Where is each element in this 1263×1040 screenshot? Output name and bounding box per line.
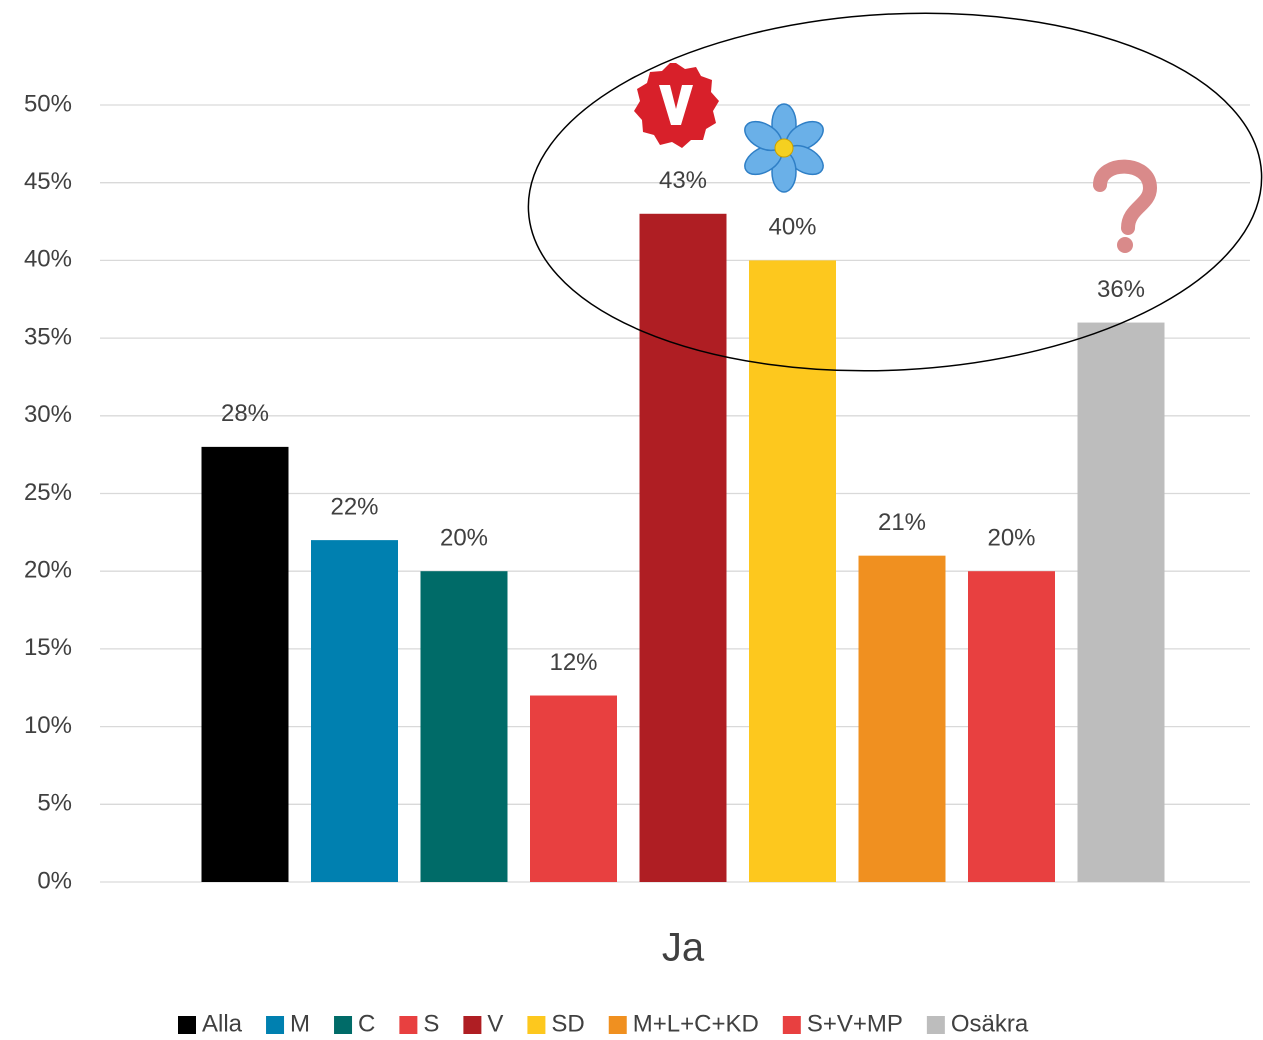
y-tick-label: 0% (37, 867, 72, 894)
legend-label: Alla (202, 1010, 243, 1037)
bar-layer: Ja 28% 22% 20% 12% 43% 40% 21% 20% 36% (201, 167, 1165, 970)
legend-label: M+L+C+KD (633, 1010, 759, 1037)
y-tick-label: 10% (24, 712, 72, 739)
legend-label: V (487, 1010, 503, 1037)
legend-swatch (608, 1016, 627, 1034)
legend-swatch (463, 1016, 482, 1034)
bar (1077, 322, 1165, 882)
legend-swatch (782, 1016, 801, 1034)
legend-swatch (266, 1016, 285, 1034)
y-tick-label: 25% (24, 479, 72, 506)
data-label: 21% (878, 509, 926, 536)
data-label: 12% (549, 649, 597, 676)
grid-layer: 0% 5% 10% 15% 20% 25% 30% 35% 40% 45% 50% (24, 90, 1250, 894)
bar (201, 446, 289, 882)
bar (420, 571, 508, 882)
y-tick-label: 20% (24, 557, 72, 584)
bar (858, 555, 946, 882)
y-tick-label: 40% (24, 246, 72, 273)
data-label: 22% (330, 493, 378, 520)
data-label: 43% (659, 167, 707, 194)
sd-flower (744, 103, 824, 193)
legend-label: Osäkra (951, 1010, 1029, 1037)
data-label: 20% (440, 525, 488, 552)
data-label: 40% (768, 214, 816, 241)
legend-label: S+V+MP (807, 1010, 903, 1037)
x-category-label: Ja (662, 926, 705, 970)
data-label: 20% (987, 525, 1035, 552)
y-tick-label: 15% (24, 634, 72, 661)
legend-swatch (178, 1016, 196, 1034)
v-logo (634, 63, 719, 148)
y-tick-label: 50% (24, 90, 72, 117)
legend-swatch (527, 1016, 546, 1034)
y-tick-label: 45% (24, 168, 72, 195)
legend-swatch (926, 1016, 945, 1034)
bar (311, 540, 398, 882)
legend-label: SD (551, 1010, 584, 1037)
highlight-ellipse (527, 12, 1263, 372)
legend-label: S (423, 1010, 439, 1037)
y-tick-label: 35% (24, 323, 72, 350)
question-mark (1093, 159, 1158, 253)
legend-label: C (358, 1010, 375, 1037)
legend-label: M (290, 1010, 310, 1037)
bar (968, 571, 1055, 882)
legend-swatch (399, 1016, 418, 1034)
data-label: 36% (1097, 276, 1145, 303)
y-tick-label: 30% (24, 401, 72, 428)
legend: Alla M C S V SD M+L+C+KD S+V+MP Osäkra (178, 1010, 1029, 1037)
bar (749, 260, 836, 882)
bar (639, 213, 727, 882)
bar (530, 695, 617, 882)
y-tick-label: 5% (37, 790, 72, 817)
legend-swatch (334, 1016, 353, 1034)
data-label: 28% (221, 400, 269, 427)
